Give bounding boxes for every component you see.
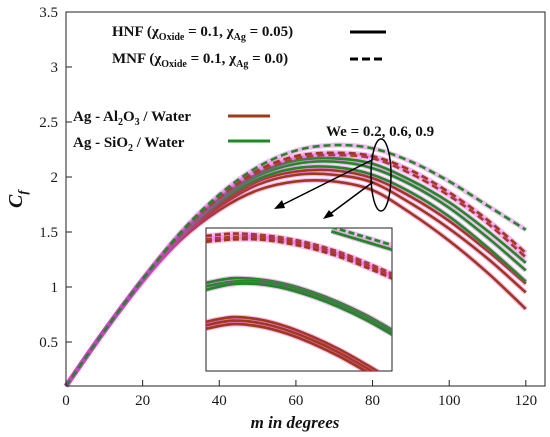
x-axis-title: m in degrees — [251, 413, 340, 432]
annotation-ellipse — [370, 138, 392, 212]
annotation-arrow-left — [281, 159, 373, 206]
axis-ticks: 0 20 40 60 80 100 120 0.5 1 1.5 2 2.5 3 3.5 — [39, 5, 537, 409]
series-line-sio2-solid-5 — [64, 156, 527, 387]
x-tick-label: 20 — [135, 393, 150, 409]
inset-line-al2o3-solid-7 — [206, 319, 374, 371]
inset-top-line-sio2-1 — [330, 230, 392, 252]
we-annotation: We = 0.2, 0.6, 0.9 — [326, 124, 434, 140]
y-tick-label: 3.5 — [39, 5, 58, 21]
annotation-arrowhead-left — [274, 200, 285, 209]
y-tick-label: 2 — [51, 170, 59, 186]
inset-line-al2o3-dashed-1 — [206, 235, 392, 278]
inset-line-sio2-solid-4 — [206, 279, 392, 334]
main-curves — [63, 142, 528, 388]
inset-line-al2o3-solid-8 — [206, 322, 369, 371]
legend-sio2-label: Ag - SiO2 / Water — [73, 135, 185, 154]
plot-frame — [65, 11, 546, 387]
legend-al2o3-label: Ag - Al2O3 / Water — [73, 109, 191, 128]
x-tick-label: 80 — [365, 393, 380, 409]
inset-frame — [205, 227, 393, 372]
y-tick-label: 3 — [51, 60, 59, 76]
inset-clip-group — [206, 228, 392, 371]
inset-line-sio2-solid-5 — [206, 282, 392, 336]
y-tick-label: 2.5 — [39, 115, 58, 131]
x-tick-label: 120 — [515, 393, 538, 409]
inset-line-al2o3-solid-6 — [206, 315, 380, 371]
y-axis-title: Cf — [5, 189, 30, 208]
y-tick-label: 0.5 — [39, 335, 58, 351]
legend-mnf-label: MNF (χOxide = 0.1, χAg = 0.0) — [112, 51, 288, 70]
annotation-arrow-right — [329, 181, 374, 215]
y-tick-label: 1.5 — [39, 225, 58, 241]
inset-panel — [205, 227, 393, 372]
series-line-sio2-dashed-8 — [64, 143, 527, 387]
inset-curves — [206, 228, 392, 371]
x-tick-label: 0 — [62, 393, 70, 409]
y-tick-label: 1 — [51, 280, 59, 296]
inset-line-al2o3-dashed-0 — [206, 232, 392, 276]
inset-top-line-sio2-0 — [330, 228, 392, 247]
inset-line-sio2-solid-3 — [206, 276, 392, 332]
legend-hnf-label: HNF (χOxide = 0.1, χAg = 0.05) — [112, 24, 293, 43]
x-tick-label: 60 — [288, 393, 303, 409]
x-tick-label: 40 — [212, 393, 227, 409]
inset-line-al2o3-dashed-2 — [206, 237, 392, 280]
legend: HNF (χOxide = 0.1, χAg = 0.05) MNF (χOxi… — [73, 24, 386, 154]
annotation-arrowhead-right — [323, 210, 334, 219]
x-tick-label: 100 — [438, 393, 461, 409]
